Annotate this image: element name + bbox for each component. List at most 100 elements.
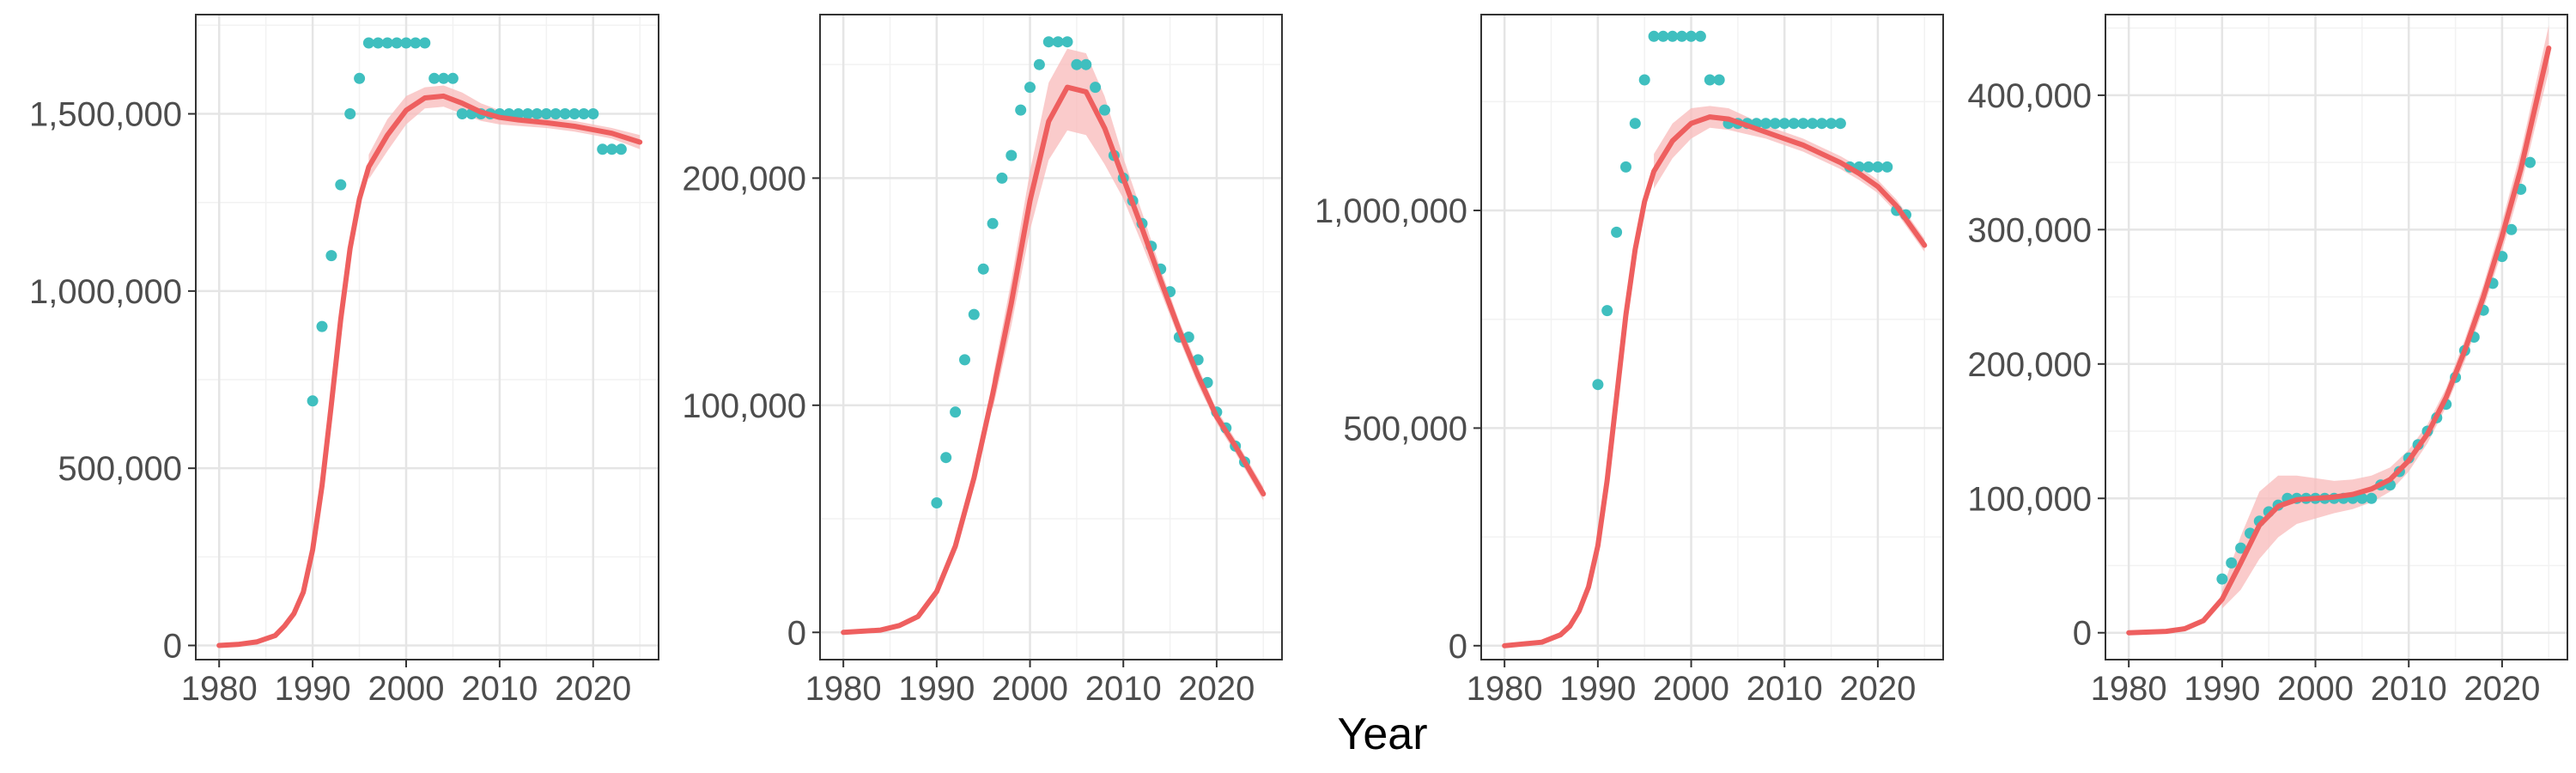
y-tick-label: 400,000: [1967, 77, 2092, 115]
x-tick-label: 1990: [275, 670, 351, 708]
x-tick-label: 1980: [1467, 670, 1543, 708]
panel-background: [196, 15, 659, 660]
data-point: [1694, 30, 1706, 42]
data-point: [513, 108, 525, 119]
data-point: [2235, 542, 2247, 554]
x-tick-label: 2000: [992, 670, 1068, 708]
y-tick-label: 0: [1449, 628, 1467, 666]
data-point: [391, 37, 403, 49]
data-point: [1620, 161, 1631, 173]
data-point: [1648, 30, 1660, 42]
data-point: [456, 108, 468, 119]
panel-border: [819, 14, 1283, 660]
y-tick-label: 0: [787, 614, 806, 652]
data-point: [1592, 379, 1604, 391]
data-point: [335, 179, 347, 191]
fit-line: [1502, 114, 1928, 648]
data-point: [996, 172, 1008, 184]
x-tick-label: 2020: [1839, 670, 1916, 708]
x-tick-label: 1990: [2184, 670, 2260, 708]
data-point: [307, 395, 319, 407]
x-tick-label: 1980: [181, 670, 258, 708]
x-tick-label: 2010: [2371, 670, 2447, 708]
y-tick-label: 100,000: [682, 387, 806, 425]
data-point: [2366, 492, 2378, 504]
y-tick-label: 0: [2073, 615, 2092, 653]
y-tick-label: 200,000: [1967, 346, 2092, 384]
data-point: [1611, 226, 1623, 238]
data-point: [1629, 118, 1641, 130]
data-point: [1638, 74, 1650, 86]
data-point: [1090, 82, 1102, 94]
x-tick-label: 2020: [1178, 670, 1255, 708]
data-point: [1042, 36, 1054, 48]
data-point: [987, 217, 999, 229]
data-point: [1872, 161, 1884, 173]
data-point: [2506, 223, 2518, 235]
data-point: [1778, 118, 1790, 130]
x-tick-label: 2020: [555, 670, 631, 708]
y-tick-label: 0: [163, 627, 182, 665]
data-point: [597, 143, 609, 155]
data-point: [400, 37, 412, 49]
data-point: [950, 406, 962, 418]
data-point: [1862, 161, 1874, 173]
data-point: [1024, 82, 1036, 94]
data-point: [606, 143, 618, 155]
y-tick-label: 300,000: [1967, 211, 2092, 249]
confidence-ribbon: [368, 85, 641, 180]
data-point: [559, 108, 571, 119]
data-point: [1015, 104, 1027, 116]
x-tick-label: 2000: [368, 670, 445, 708]
confidence-ribbon: [2221, 25, 2549, 609]
x-tick-label: 2010: [1747, 670, 1823, 708]
data-point: [578, 108, 590, 119]
data-point: [325, 250, 337, 262]
data-point: [1797, 118, 1809, 130]
data-point: [2226, 557, 2238, 569]
x-tick-label: 1990: [1559, 670, 1636, 708]
data-point: [362, 37, 374, 49]
data-point: [2216, 573, 2228, 585]
data-point: [1704, 74, 1716, 86]
data-point: [1686, 30, 1697, 42]
data-point: [1071, 58, 1083, 70]
data-point: [1769, 118, 1781, 130]
data-point: [381, 37, 393, 49]
data-point: [1676, 30, 1688, 42]
data-point: [1713, 74, 1725, 86]
data-point: [1080, 58, 1092, 70]
data-point: [568, 108, 580, 119]
x-tick-label: 1990: [898, 670, 975, 708]
data-point: [977, 263, 989, 275]
data-point: [1052, 36, 1064, 48]
data-point: [1881, 161, 1893, 173]
panel-4: 1980 1990 2000 2010 2020 0 100,000 200,000 300,0…: [1967, 14, 2568, 708]
y-tick-label: 200,000: [682, 160, 806, 198]
y-tick-label: 100,000: [1967, 480, 2092, 518]
data-point: [587, 108, 599, 119]
x-tick-label: 1980: [805, 670, 882, 708]
data-point: [419, 37, 431, 49]
data-point: [2356, 492, 2368, 504]
data-point: [940, 452, 952, 464]
data-point: [959, 354, 970, 366]
data-point: [1601, 305, 1613, 317]
data-point: [1667, 30, 1679, 42]
data-point: [316, 320, 328, 332]
data-point: [354, 72, 366, 84]
panel-background: [2105, 15, 2567, 660]
data-point: [438, 72, 450, 84]
panel-2: 1980 1990 2000 2010 2020 0 100,000 200,000: [682, 14, 1283, 708]
data-point: [615, 143, 627, 155]
data-point: [1061, 36, 1073, 48]
y-tick-label: 1,500,000: [29, 96, 182, 134]
x-tick-label: 2020: [2464, 670, 2540, 708]
data-point: [550, 108, 562, 119]
data-point: [1788, 118, 1800, 130]
panel-border: [1480, 14, 1944, 660]
fit-line: [841, 84, 1267, 636]
x-tick-label: 2000: [2277, 670, 2354, 708]
x-axis-title: Year: [1337, 709, 1427, 759]
x-tick-label: 2010: [461, 670, 538, 708]
